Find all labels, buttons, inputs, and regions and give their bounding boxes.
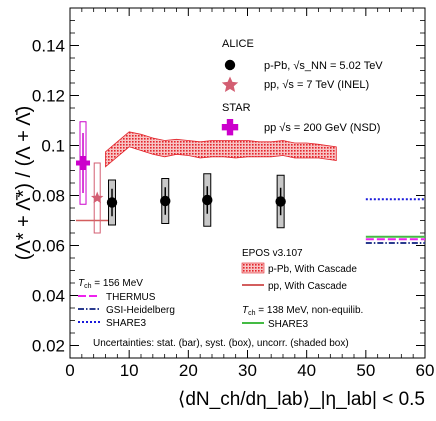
legend-top: ALICE p-Pb, √s_NN = 5.02 TeV pp, √s = 7 … [221, 38, 383, 136]
legend-label-alice-ppb: p-Pb, √s_NN = 5.02 TeV [264, 60, 383, 72]
x-tick-label: 40 [297, 361, 316, 380]
alice-ppb-point [160, 195, 171, 207]
alice-pp-point [91, 191, 104, 204]
y-tick-label: 0.14 [32, 37, 65, 56]
y-tick-label: 0.04 [32, 287, 65, 306]
legend-header-tch156: Tch = 156 MeV [78, 278, 143, 290]
legend-label-epos-pp: pp, With Cascade [268, 281, 347, 292]
legend-marker-alice-ppb [224, 59, 236, 71]
alice-ppb-point [106, 197, 118, 208]
legend-label-gsi: GSI-Heidelberg [106, 305, 175, 316]
x-tick-label: 50 [356, 361, 375, 380]
y-tick-label: 0.12 [32, 87, 65, 106]
footnote: Uncertainties: stat. (bar), syst. (box),… [93, 338, 349, 349]
legend-label-thermus: THERMUS [106, 292, 156, 303]
axes: 0 10 20 30 40 50 60 0.02 0.04 0.06 0.08 0.1 0.12 0.14 [32, 8, 435, 380]
legend-marker-star [221, 119, 239, 136]
legend-models: Tch = 156 MeV THERMUS GSI-Heidelberg SHA… [78, 278, 175, 329]
legend-header-star: STAR [222, 102, 251, 114]
epos-ppb-band [105, 131, 337, 168]
star-point [76, 156, 91, 170]
legend-label-epos-band: p-Pb, With Cascade [268, 264, 357, 275]
alice-ppb-point [202, 194, 213, 206]
y-tick-label: 0.02 [32, 337, 65, 356]
x-tick-label: 10 [120, 361, 139, 380]
x-tick-label: 20 [179, 361, 198, 380]
y-tick-label: 0.08 [32, 187, 65, 206]
legend-header-tch138: Tch = 138 MeV, non-equilib. [242, 305, 363, 317]
legend-label-share3: SHARE3 [106, 318, 146, 329]
legend-label-star: pp √s = 200 GeV (NSD) [264, 122, 380, 134]
data-marks [75, 121, 425, 244]
legend-header-alice: ALICE [222, 38, 254, 50]
alice-ppb-point [275, 196, 286, 207]
x-tick-label: 30 [238, 361, 257, 380]
y-tick-label: 0.06 [32, 237, 65, 256]
legend-marker-alice-pp [221, 76, 239, 92]
x-tick-label: 0 [65, 361, 74, 380]
y-axis-label: (Λ* + Λ̄*) / (Λ + Λ̄) [13, 106, 35, 261]
legend-swatch-epos-band [241, 262, 265, 274]
legend-label-alice-pp: pp, √s = 7 TeV (INEL) [264, 79, 369, 91]
legend-label-share3-noneq: SHARE3 [268, 319, 308, 330]
y-tick-label: 0.1 [41, 137, 65, 156]
x-axis-label: ⟨dN_ch/dη_lab⟩_|η_lab| < 0.5 [178, 389, 425, 410]
legend-header-epos: EPOS v3.107 [242, 248, 303, 259]
legend-epos: EPOS v3.107 p-Pb, With Cascade pp, With … [241, 248, 363, 330]
x-tick-label: 60 [416, 361, 435, 380]
